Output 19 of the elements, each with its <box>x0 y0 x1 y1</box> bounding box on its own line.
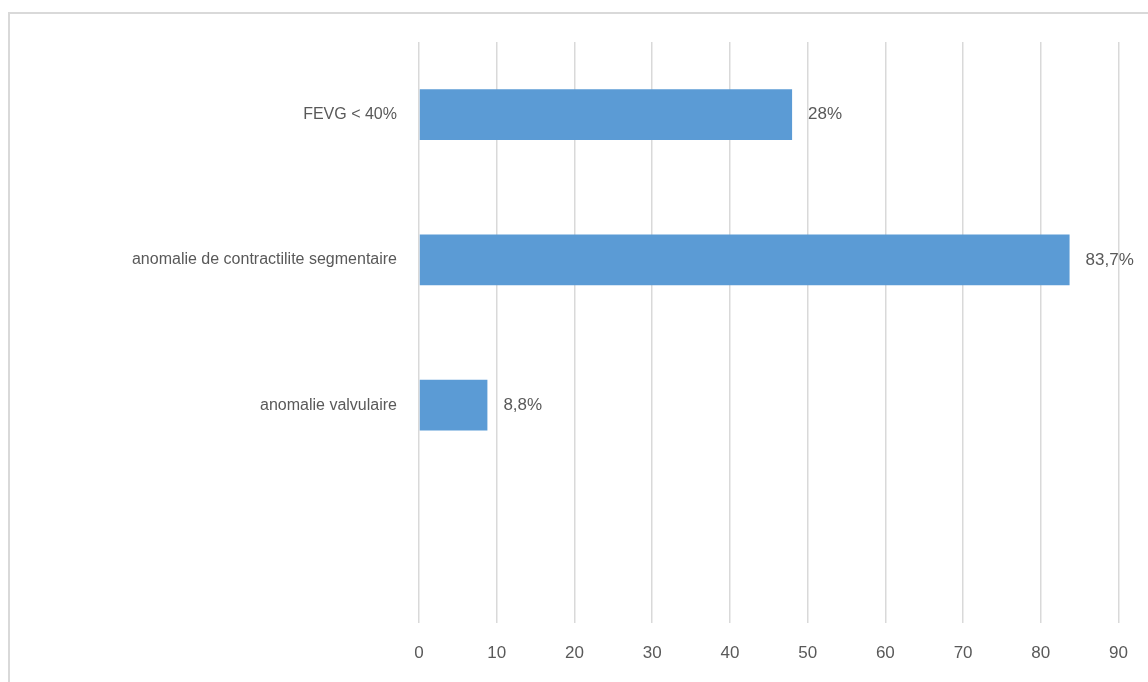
x-tick-label: 70 <box>953 642 973 662</box>
x-tick-label: 90 <box>1109 642 1129 662</box>
x-tick-label: 40 <box>720 642 740 662</box>
x-tick-label: 80 <box>1031 642 1051 662</box>
x-tick-label: 60 <box>875 642 895 662</box>
y-tick-label: FEVG < 40% <box>303 105 397 123</box>
x-tick-label: 0 <box>414 642 424 662</box>
y-tick-label: anomalie de contractilite segmentaire <box>131 250 398 268</box>
bar <box>419 234 1070 286</box>
bar <box>419 89 793 141</box>
data-label: 8,8% <box>503 394 543 414</box>
x-tick-label: 10 <box>487 642 507 662</box>
annotation: 28% <box>808 104 843 124</box>
x-tick-label: 50 <box>798 642 818 662</box>
y-tick-label: anomalie valvulaire <box>260 395 398 413</box>
bar <box>419 379 488 431</box>
data-label: 83,7% <box>1085 249 1134 269</box>
x-tick-label: 20 <box>564 642 584 662</box>
x-tick-label: 30 <box>642 642 662 662</box>
